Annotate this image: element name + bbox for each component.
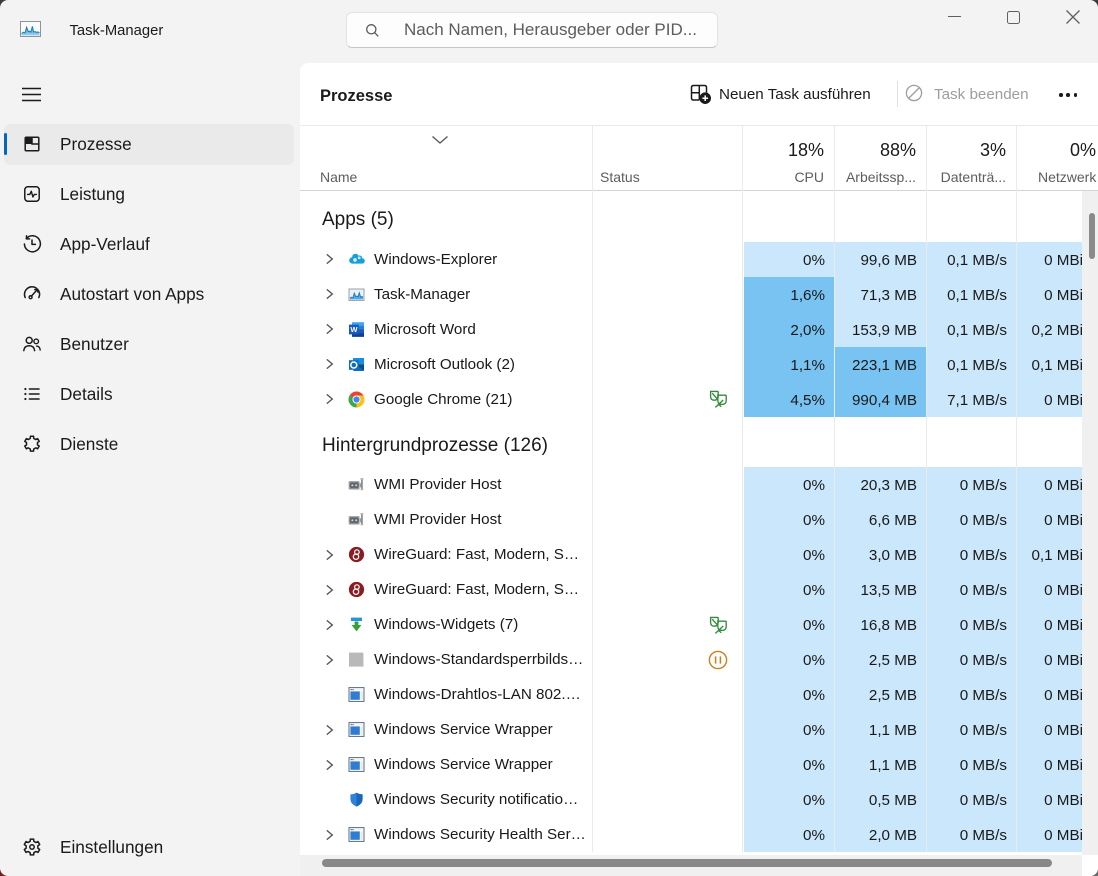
svg-text:W: W xyxy=(350,325,358,334)
